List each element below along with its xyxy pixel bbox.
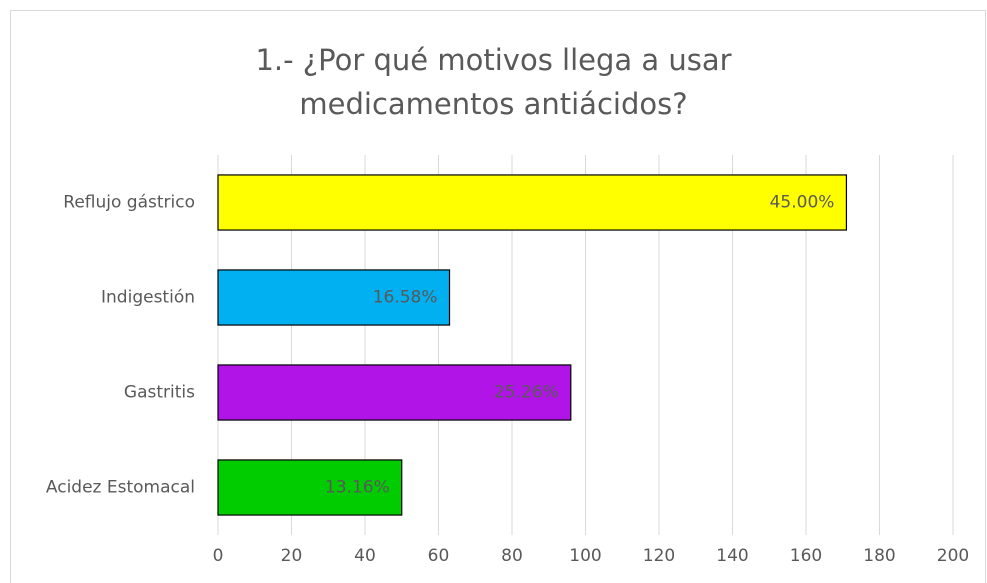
y-tick-label: Gastritis: [124, 383, 195, 403]
bar: [217, 364, 572, 421]
x-tick-label: 120: [643, 546, 675, 566]
value-label: 45.00%: [770, 193, 835, 213]
value-label: 13.16%: [325, 478, 390, 498]
bar: [217, 269, 451, 326]
chart-title: 1.- ¿Por qué motivos llega a usar medica…: [255, 43, 732, 121]
x-tick-label: 0: [213, 546, 224, 566]
y-tick-label: Indigestión: [101, 288, 195, 308]
x-tick-label: 160: [790, 546, 822, 566]
y-tick-label: Acidez Estomacal: [46, 478, 195, 498]
x-tick-label: 40: [354, 546, 376, 566]
x-tick-label: 200: [937, 546, 969, 566]
bar: [217, 459, 403, 516]
x-tick-label: 60: [428, 546, 450, 566]
y-tick-label: Reflujo gástrico: [63, 193, 195, 213]
x-tick-label: 80: [501, 546, 523, 566]
x-tick-label: 100: [569, 546, 601, 566]
value-label: 16.58%: [373, 288, 438, 308]
x-tick-label: 140: [716, 546, 748, 566]
x-tick-label: 180: [863, 546, 895, 566]
bar: [217, 174, 848, 231]
x-tick-label: 20: [281, 546, 303, 566]
chart-border: [10, 10, 986, 583]
value-label: 25.26%: [494, 383, 559, 403]
